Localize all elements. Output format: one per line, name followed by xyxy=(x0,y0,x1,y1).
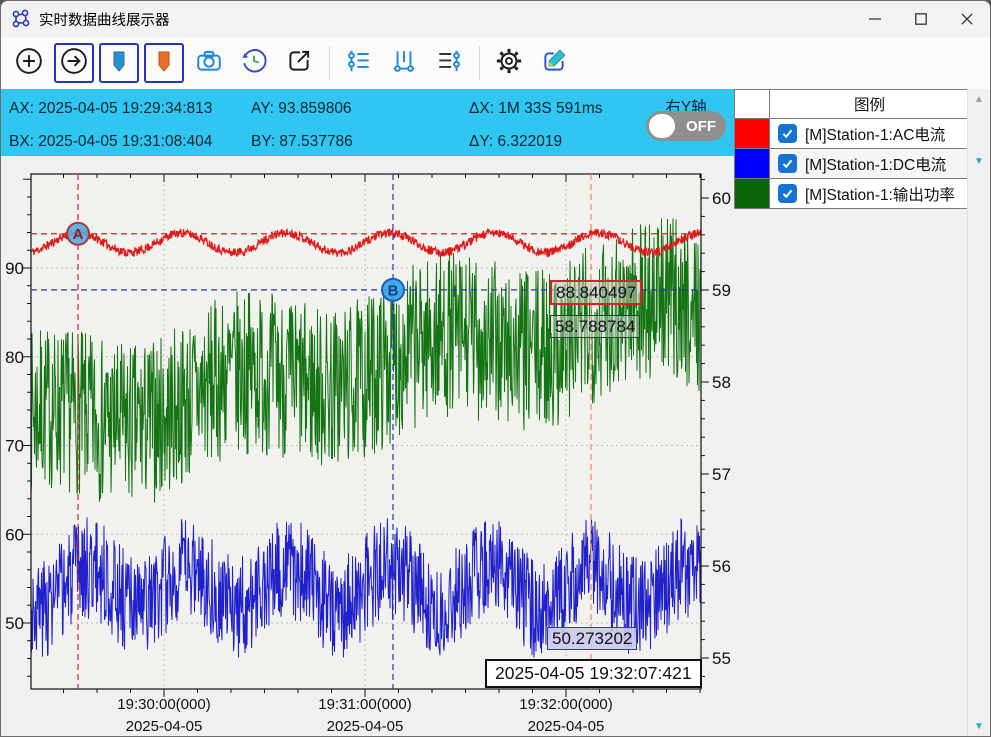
plot-border xyxy=(30,173,702,690)
plot-canvas[interactable]: 90 80 70 60 50 60 59 58 57 56 55 19:30:00(000) 2025-… xyxy=(1,156,734,737)
legend-panel: 图例 [M]Station-1:AC电流 xyxy=(734,89,990,736)
edit-button[interactable] xyxy=(534,43,574,83)
cursor-value-label-green: 58.788784 xyxy=(550,315,641,338)
measure-info-bar: AX: 2025-04-05 19:29:34:813 AY: 93.85980… xyxy=(1,89,734,156)
pan-mode-button[interactable] xyxy=(54,43,94,83)
delta-y-value: ΔY: 6.322019 xyxy=(469,133,563,150)
series-line-2 xyxy=(30,227,702,258)
y-axis-label-right: 55 xyxy=(712,649,731,668)
toggle-knob xyxy=(649,114,675,138)
zoom-add-button[interactable] xyxy=(9,43,49,83)
legend-item-label: [M]Station-1:输出功率 xyxy=(805,186,955,204)
legend-scrollbar[interactable]: ▲ ▼ ▼ xyxy=(967,89,990,736)
marker-a[interactable] xyxy=(66,221,90,246)
y-axis-label-right: 57 xyxy=(712,465,731,484)
blue-marker-icon xyxy=(106,48,132,79)
gear-icon xyxy=(494,46,524,81)
settings-button[interactable] xyxy=(489,43,529,83)
screenshot-button[interactable] xyxy=(189,43,229,83)
orange-marker-icon xyxy=(151,48,177,79)
y-axis-label-right: 56 xyxy=(712,557,731,576)
legend-color-swatch xyxy=(735,179,770,208)
marker-b[interactable] xyxy=(381,277,405,302)
legend-row-ac-current[interactable]: [M]Station-1:AC电流 xyxy=(735,119,969,149)
scroll-down-arrow[interactable]: ▼ xyxy=(974,721,984,732)
y-axis-label-left: 90 xyxy=(5,259,24,278)
legend-checkbox[interactable] xyxy=(778,154,797,173)
marker-a-letter: A xyxy=(73,226,84,243)
legend-item-label: [M]Station-1:AC电流 xyxy=(805,126,946,144)
circle-arrow-right-icon xyxy=(60,47,88,80)
series-line-0 xyxy=(30,218,702,503)
x-axis-label-time: 19:31:00(000) xyxy=(318,696,411,713)
channel-settings-button[interactable] xyxy=(429,43,469,83)
maximize-button[interactable] xyxy=(898,1,944,37)
chart-region[interactable]: 90 80 70 60 50 60 59 58 57 56 55 19:30:00(000) 2025-… xyxy=(1,156,734,737)
chart-panel: AX: 2025-04-05 19:29:34:813 AY: 93.85980… xyxy=(1,89,734,737)
marker-b-button[interactable] xyxy=(144,43,184,83)
series-line-1 xyxy=(30,517,702,658)
legend-table: 图例 [M]Station-1:AC电流 xyxy=(734,89,969,209)
marker-b-letter: B xyxy=(388,282,399,299)
export-button[interactable] xyxy=(279,43,319,83)
legend-row-output-power[interactable]: [M]Station-1:输出功率 xyxy=(735,179,969,209)
legend-color-swatch xyxy=(735,149,770,178)
y-axis-label-left: 50 xyxy=(5,614,24,633)
legend-header-title: 图例 xyxy=(853,97,885,114)
scroll-down-arrow[interactable]: ▼ xyxy=(974,156,984,167)
legend-header-row: 图例 xyxy=(735,90,969,119)
delta-x-value: ΔX: 1M 33S 591ms xyxy=(469,100,603,117)
curve-filter-list-icon xyxy=(345,47,373,80)
list-slider-right-icon xyxy=(435,47,463,80)
x-axis-label-date: 2025-04-05 xyxy=(126,718,203,735)
legend-color-swatch xyxy=(735,119,770,148)
history-clock-icon xyxy=(240,47,268,80)
axis-sliders-button[interactable] xyxy=(384,43,424,83)
cursor-time-label: 2025-04-05 19:32:07:421 xyxy=(485,659,702,688)
bx-value: BX: 2025-04-05 19:31:08:404 xyxy=(9,133,213,150)
x-axis-label-time: 19:30:00(000) xyxy=(117,696,210,713)
legend-row-dc-current[interactable]: [M]Station-1:DC电流 xyxy=(735,149,969,179)
close-button[interactable] xyxy=(944,1,990,37)
toggle-state-label: OFF xyxy=(686,117,716,135)
marker-a-button[interactable] xyxy=(99,43,139,83)
y-axis-label-left: 70 xyxy=(5,437,24,456)
scroll-up-arrow[interactable]: ▲ xyxy=(974,94,984,105)
y-axis-label-left: 80 xyxy=(5,348,24,367)
app-icon xyxy=(11,9,31,29)
curve-list-button[interactable] xyxy=(339,43,379,83)
toolbar-separator xyxy=(479,46,480,80)
circle-plus-icon xyxy=(15,47,43,80)
history-button[interactable] xyxy=(234,43,274,83)
x-axis-label-time: 19:32:00(000) xyxy=(519,696,612,713)
y-axis-label-right: 58 xyxy=(712,373,731,392)
y-axis-label-left: 60 xyxy=(5,525,24,544)
ax-value: AX: 2025-04-05 19:29:34:813 xyxy=(9,100,213,117)
legend-checkbox[interactable] xyxy=(778,184,797,203)
right-y-axis-toggle[interactable]: OFF xyxy=(646,111,726,141)
legend-header-color-cell xyxy=(735,90,770,118)
vertical-sliders-icon xyxy=(390,47,418,80)
title-bar: 实时数据曲线展示器 xyxy=(1,1,990,37)
by-value: BY: 87.537786 xyxy=(251,133,353,150)
camera-icon xyxy=(195,47,223,80)
window-title: 实时数据曲线展示器 xyxy=(39,12,170,29)
y-axis-label-right: 60 xyxy=(712,189,731,208)
export-icon xyxy=(285,47,313,80)
minimize-button[interactable] xyxy=(852,1,898,37)
x-axis-label-date: 2025-04-05 xyxy=(327,718,404,735)
x-axis-label-date: 2025-04-05 xyxy=(528,718,605,735)
legend-item-label: [M]Station-1:DC电流 xyxy=(805,156,947,174)
legend-checkbox[interactable] xyxy=(778,124,797,143)
cursor-value-label-red: 88.840497 xyxy=(550,280,643,305)
toolbar-separator xyxy=(329,46,330,80)
toolbar xyxy=(1,37,990,89)
edit-pencil-icon xyxy=(540,47,568,80)
y-axis-label-right: 59 xyxy=(712,281,731,300)
ay-value: AY: 93.859806 xyxy=(251,100,352,117)
cursor-value-label-blue: 50.273202 xyxy=(547,627,638,650)
